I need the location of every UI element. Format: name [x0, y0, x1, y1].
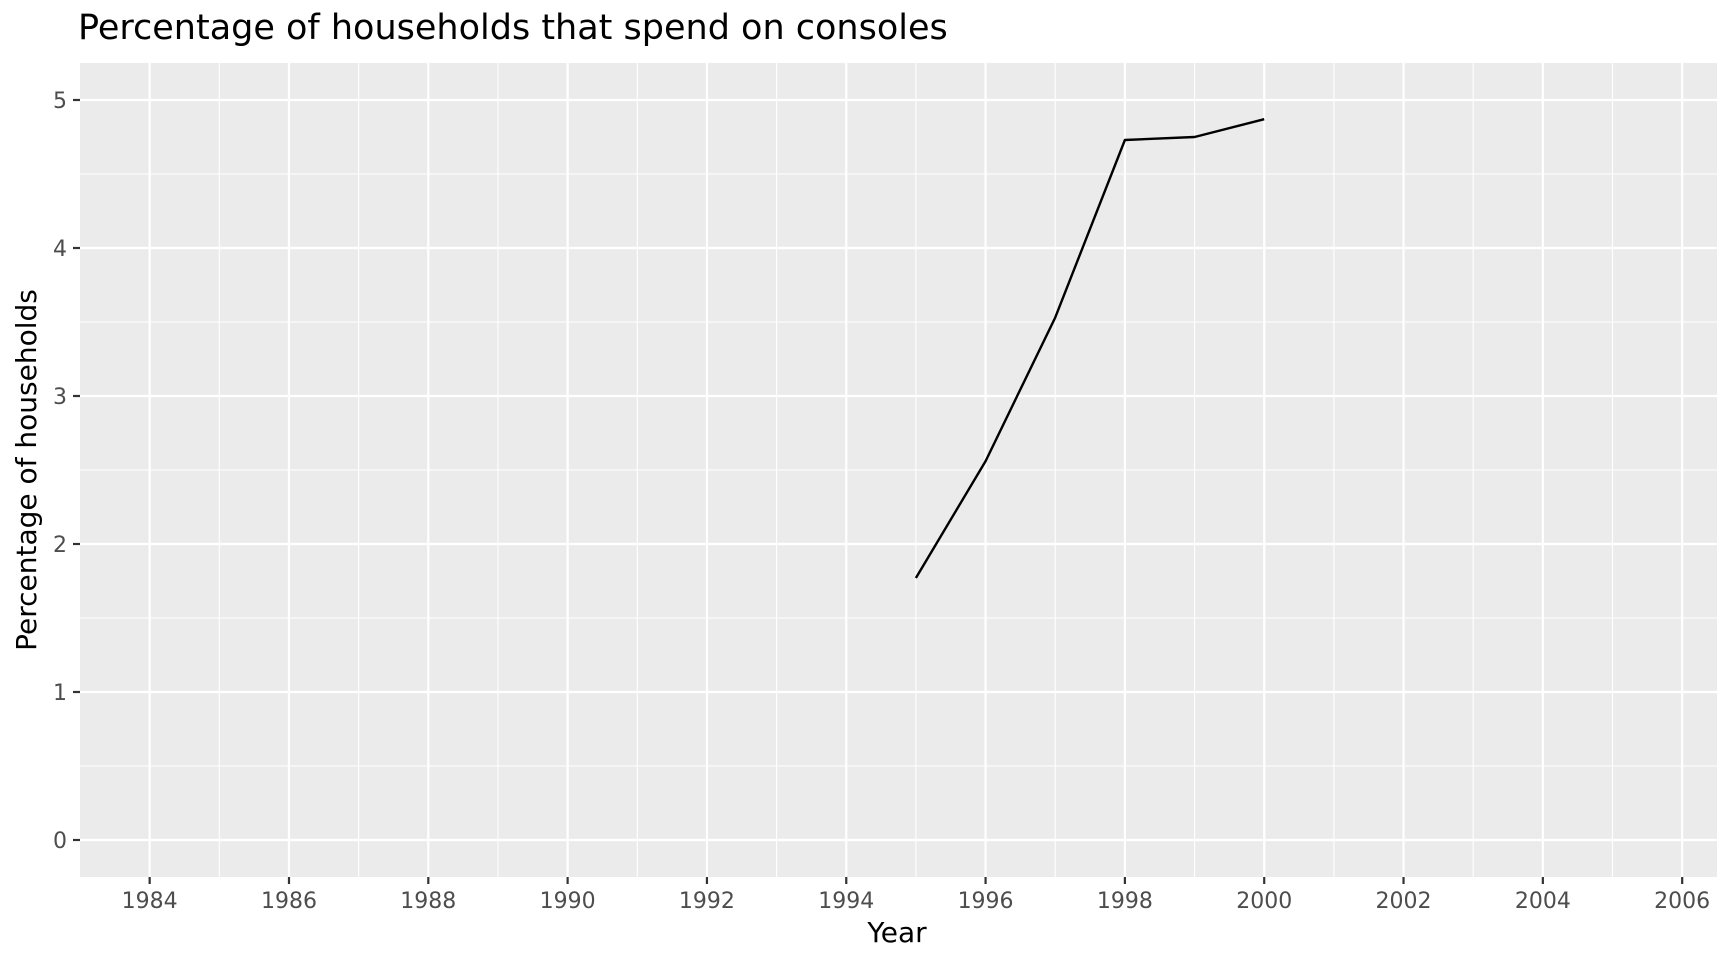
- y-tick-label: 5: [53, 89, 67, 114]
- series-layer: [914, 118, 1265, 579]
- x-tick-label: 2006: [1654, 889, 1710, 914]
- x-tick-label: 1986: [261, 889, 317, 914]
- y-tick-label: 2: [53, 533, 67, 558]
- x-tick-label: 1992: [679, 889, 735, 914]
- x-tick-label: 1998: [1097, 889, 1153, 914]
- x-tick-label: 2002: [1376, 889, 1432, 914]
- x-tick-label: 1984: [122, 889, 178, 914]
- y-axis-title: Percentage of households: [10, 289, 43, 651]
- x-tick-label: 2000: [1236, 889, 1292, 914]
- minor-gridlines: [80, 63, 1717, 877]
- y-axis: 0 1 2 3 4 5: [53, 89, 80, 854]
- x-tick-label: 1990: [540, 889, 596, 914]
- series-line: [914, 118, 1265, 579]
- chart-title: Percentage of households that spend on c…: [78, 8, 948, 48]
- x-tick-label: 2004: [1515, 889, 1571, 914]
- y-tick-label: 4: [53, 237, 67, 262]
- x-tick-label: 1994: [818, 889, 874, 914]
- x-tick-label: 1988: [400, 889, 456, 914]
- x-axis-title: Year: [866, 916, 927, 949]
- major-gridlines: [80, 63, 1717, 877]
- x-axis: 1984 1986 1988 1990 1992 1994 1996 1998 2000 2002…: [122, 877, 1710, 914]
- y-tick-label: 0: [53, 829, 67, 854]
- y-tick-label: 1: [53, 681, 67, 706]
- y-tick-label: 3: [53, 385, 67, 410]
- x-tick-label: 1996: [958, 889, 1014, 914]
